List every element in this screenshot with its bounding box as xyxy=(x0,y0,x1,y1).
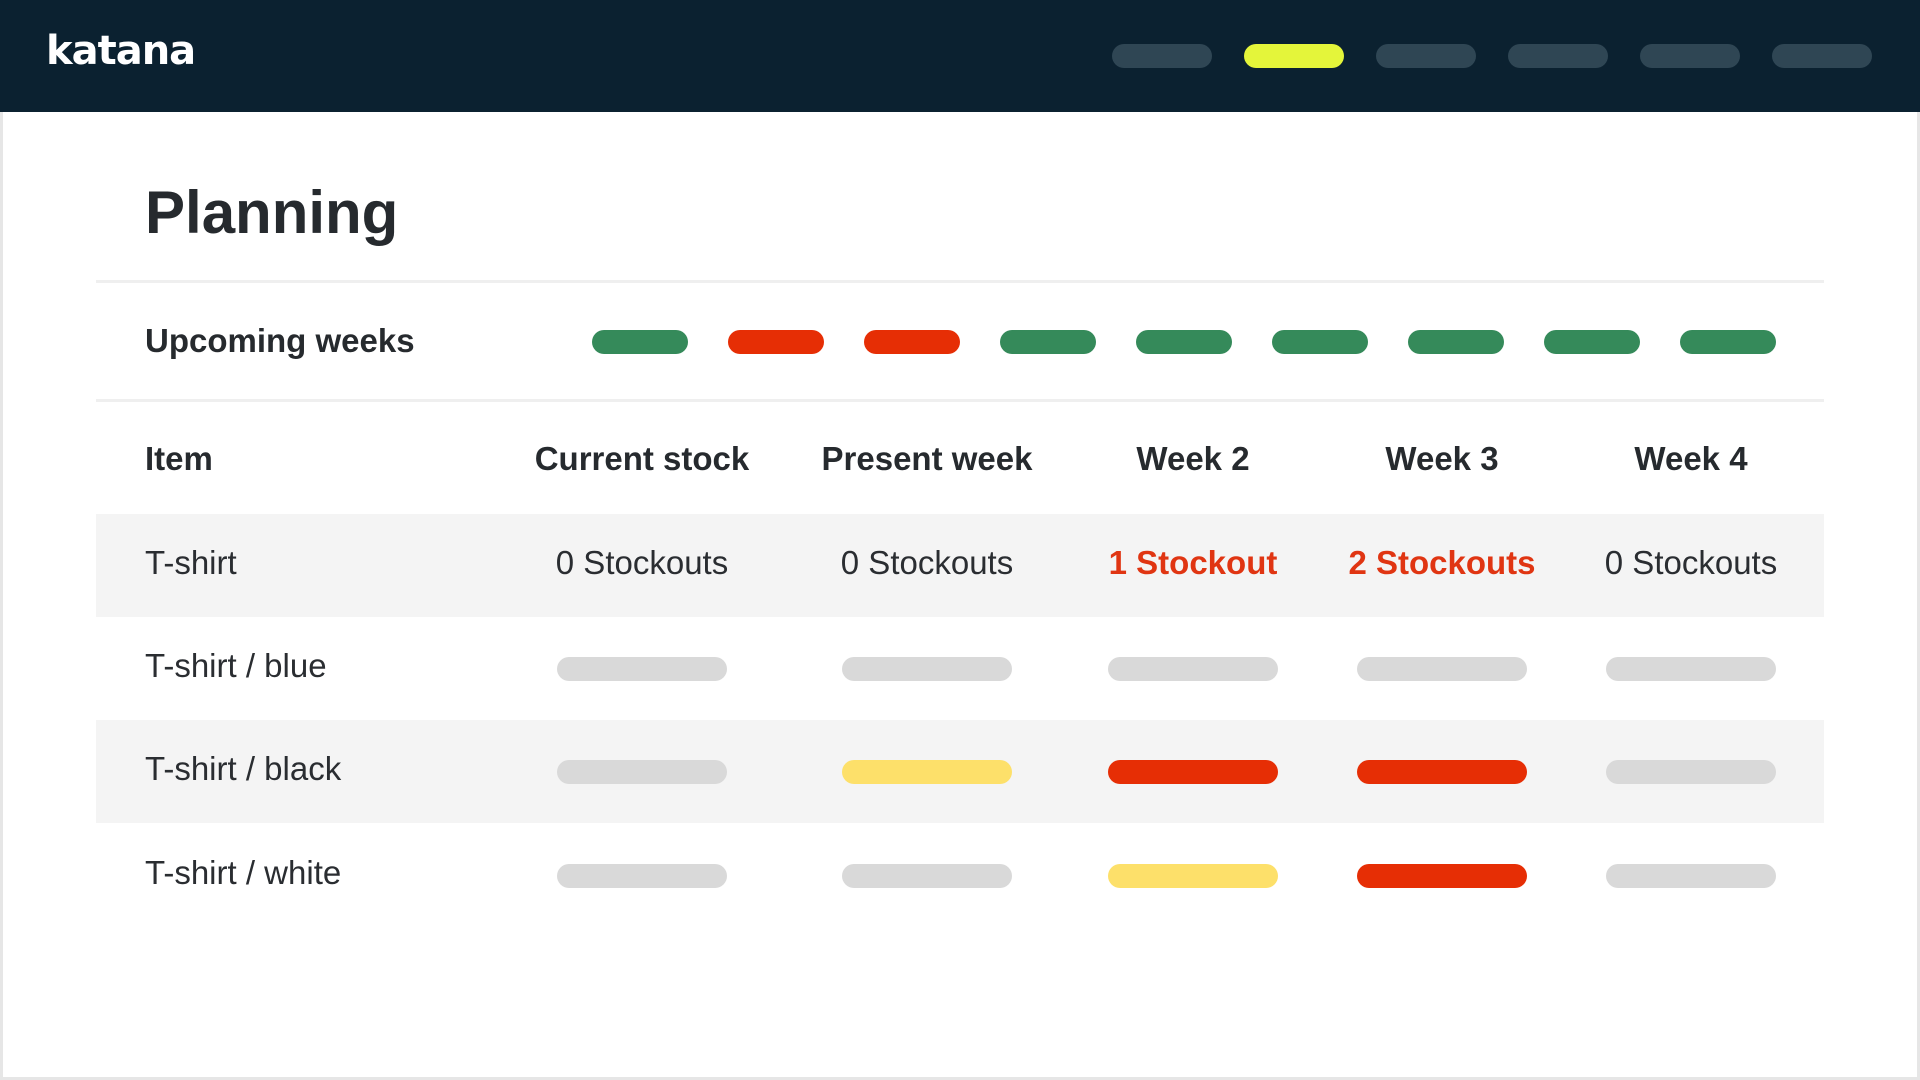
status-bar-neutral xyxy=(557,760,727,784)
item-name[interactable]: T-shirt / blue xyxy=(145,647,327,684)
divider xyxy=(96,399,1824,402)
stockout-count: 0 Stockouts xyxy=(555,544,729,581)
stockout-count: 2 Stockouts xyxy=(1348,544,1536,581)
status-bar-neutral xyxy=(842,657,1012,681)
week-status-1[interactable] xyxy=(592,330,688,354)
week-status-8[interactable] xyxy=(1544,330,1640,354)
upcoming-weeks-label: Upcoming weeks xyxy=(145,322,415,359)
katana-logo[interactable]: katana xyxy=(46,28,196,74)
status-bar-neutral xyxy=(557,657,727,681)
status-bar-neutral xyxy=(842,864,1012,888)
week-status-9[interactable] xyxy=(1680,330,1776,354)
column-header-item[interactable]: Item xyxy=(145,440,213,477)
status-bar-neutral xyxy=(1357,657,1527,681)
nav-item-4[interactable] xyxy=(1508,44,1608,68)
item-name[interactable]: T-shirt / white xyxy=(145,854,342,891)
item-name[interactable]: T-shirt / black xyxy=(145,750,342,787)
column-header-week-4[interactable]: Week 4 xyxy=(1634,440,1748,477)
page-title: Planning xyxy=(145,179,399,246)
table-row[interactable] xyxy=(96,514,1824,617)
nav-item-1[interactable] xyxy=(1112,44,1212,68)
status-bar-warning xyxy=(842,760,1012,784)
item-name[interactable]: T-shirt xyxy=(145,544,237,581)
status-bar-alert xyxy=(1357,760,1527,784)
week-status-4[interactable] xyxy=(1000,330,1096,354)
nav-item-3[interactable] xyxy=(1376,44,1476,68)
status-bar-alert xyxy=(1357,864,1527,888)
week-status-6[interactable] xyxy=(1272,330,1368,354)
status-bar-neutral xyxy=(1606,760,1776,784)
nav-item-6[interactable] xyxy=(1772,44,1872,68)
status-bar-neutral xyxy=(1606,657,1776,681)
status-bar-neutral xyxy=(557,864,727,888)
week-status-7[interactable] xyxy=(1408,330,1504,354)
column-header-present-week[interactable]: Present week xyxy=(821,440,1033,477)
status-bar-neutral xyxy=(1108,657,1278,681)
nav-item-5[interactable] xyxy=(1640,44,1740,68)
week-status-3[interactable] xyxy=(864,330,960,354)
column-header-current-stock[interactable]: Current stock xyxy=(534,440,750,477)
week-status-2[interactable] xyxy=(728,330,824,354)
status-bar-neutral xyxy=(1606,864,1776,888)
divider xyxy=(96,280,1824,283)
status-bar-warning xyxy=(1108,864,1278,888)
stockout-count: 0 Stockouts xyxy=(1604,544,1778,581)
stockout-count: 1 Stockout xyxy=(1108,544,1278,581)
nav-item-2[interactable] xyxy=(1244,44,1344,68)
main-nav xyxy=(0,44,1920,68)
week-status-5[interactable] xyxy=(1136,330,1232,354)
column-header-week-3[interactable]: Week 3 xyxy=(1385,440,1499,477)
status-bar-alert xyxy=(1108,760,1278,784)
top-bar: katana xyxy=(0,0,1920,112)
stockout-count: 0 Stockouts xyxy=(840,544,1014,581)
column-header-week-2[interactable]: Week 2 xyxy=(1136,440,1250,477)
